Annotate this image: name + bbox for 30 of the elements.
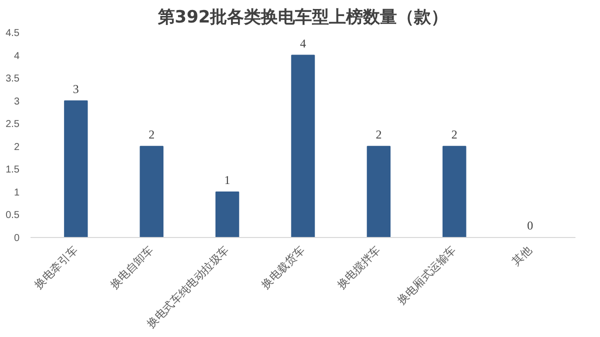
data-label: 2 <box>451 127 458 142</box>
data-label: 4 <box>300 36 306 50</box>
y-tick-label: 1.5 <box>6 164 20 176</box>
y-tick-label: 4 <box>14 50 20 62</box>
x-tick-label: 换电自卸车 <box>108 244 156 292</box>
bar <box>215 191 240 238</box>
y-tick-label: 3.5 <box>6 74 20 85</box>
data-label: 2 <box>148 127 155 142</box>
y-tick-label: 2 <box>14 142 20 153</box>
bar <box>140 146 164 238</box>
y-tick-label: 2.5 <box>6 119 20 130</box>
bar <box>291 54 315 238</box>
y-tick-label: 0.5 <box>6 210 20 222</box>
data-label: 2 <box>376 127 382 142</box>
bar <box>442 146 466 238</box>
bar <box>366 146 391 238</box>
x-tick-label: 换电搅拌车 <box>334 244 383 292</box>
y-tick-label: 3 <box>14 96 20 108</box>
x-tick-label: 换电牵引车 <box>32 244 80 292</box>
y-tick-label: 0 <box>14 233 20 244</box>
bar <box>64 100 88 238</box>
data-label: 0 <box>527 218 534 232</box>
x-tick-label: 其他 <box>510 244 534 268</box>
x-tick-label: 换电厢式运输车 <box>394 244 459 308</box>
x-tick-label: 换电载货车 <box>259 244 308 292</box>
y-tick-label: 1 <box>14 187 20 198</box>
data-label: 3 <box>72 82 79 96</box>
data-label: 1 <box>224 172 230 187</box>
chart-title: 第392批各类换电车型上榜数量（款） <box>156 8 448 28</box>
y-tick-label: 4.5 <box>6 28 20 39</box>
